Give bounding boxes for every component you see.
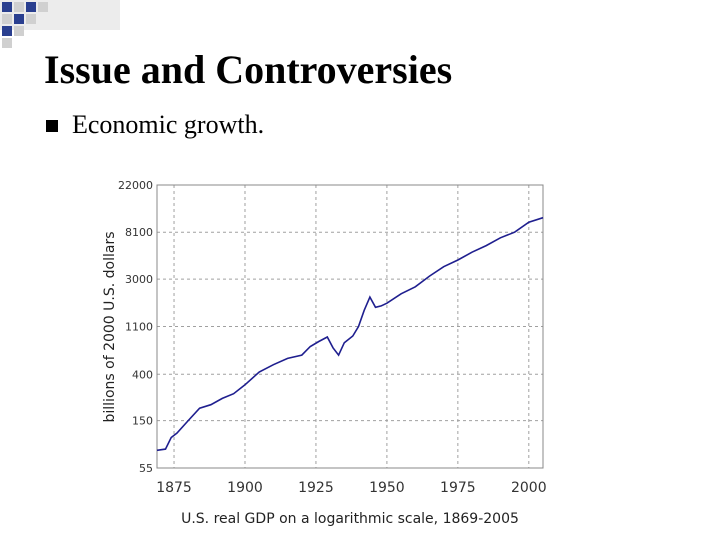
y-axis-label: billions of 2000 U.S. dollars bbox=[102, 232, 118, 423]
y-tick-label: 3000 bbox=[125, 273, 153, 286]
x-tick-label: 1975 bbox=[440, 480, 476, 496]
x-tick-label: 1875 bbox=[156, 480, 192, 496]
chart-svg: 55 150 400 1100 3000 8100 22000 1875 1900 1925 19… bbox=[102, 179, 547, 527]
gdp-series-line bbox=[156, 216, 544, 452]
x-tick-label: 1950 bbox=[369, 480, 405, 496]
y-tick-label: 8100 bbox=[125, 226, 153, 239]
y-tick-label: 1100 bbox=[125, 321, 153, 334]
y-tick-label: 150 bbox=[132, 415, 153, 428]
bullet-square-icon bbox=[46, 120, 58, 132]
y-tick-label: 400 bbox=[132, 368, 153, 381]
slide-title: Issue and Controversies bbox=[44, 47, 453, 92]
corner-decoration bbox=[0, 0, 120, 48]
x-tick-labels: 1875 1900 1925 1950 1975 2000 bbox=[156, 480, 546, 496]
bullet-text: Economic growth. bbox=[72, 110, 265, 139]
y-tick-label: 22000 bbox=[118, 179, 153, 192]
y-tick-label: 55 bbox=[139, 462, 153, 475]
plot-frame bbox=[156, 184, 544, 469]
gdp-chart: 55 150 400 1100 3000 8100 22000 1875 1900 1925 19… bbox=[90, 170, 570, 530]
chart-caption: U.S. real GDP on a logarithmic scale, 18… bbox=[181, 511, 519, 527]
y-tick-labels: 55 150 400 1100 3000 8100 22000 bbox=[118, 179, 153, 475]
x-tick-label: 1900 bbox=[227, 480, 263, 496]
x-tick-label: 1925 bbox=[298, 480, 334, 496]
chart-grid bbox=[157, 184, 543, 469]
x-tick-label: 2000 bbox=[511, 480, 547, 496]
